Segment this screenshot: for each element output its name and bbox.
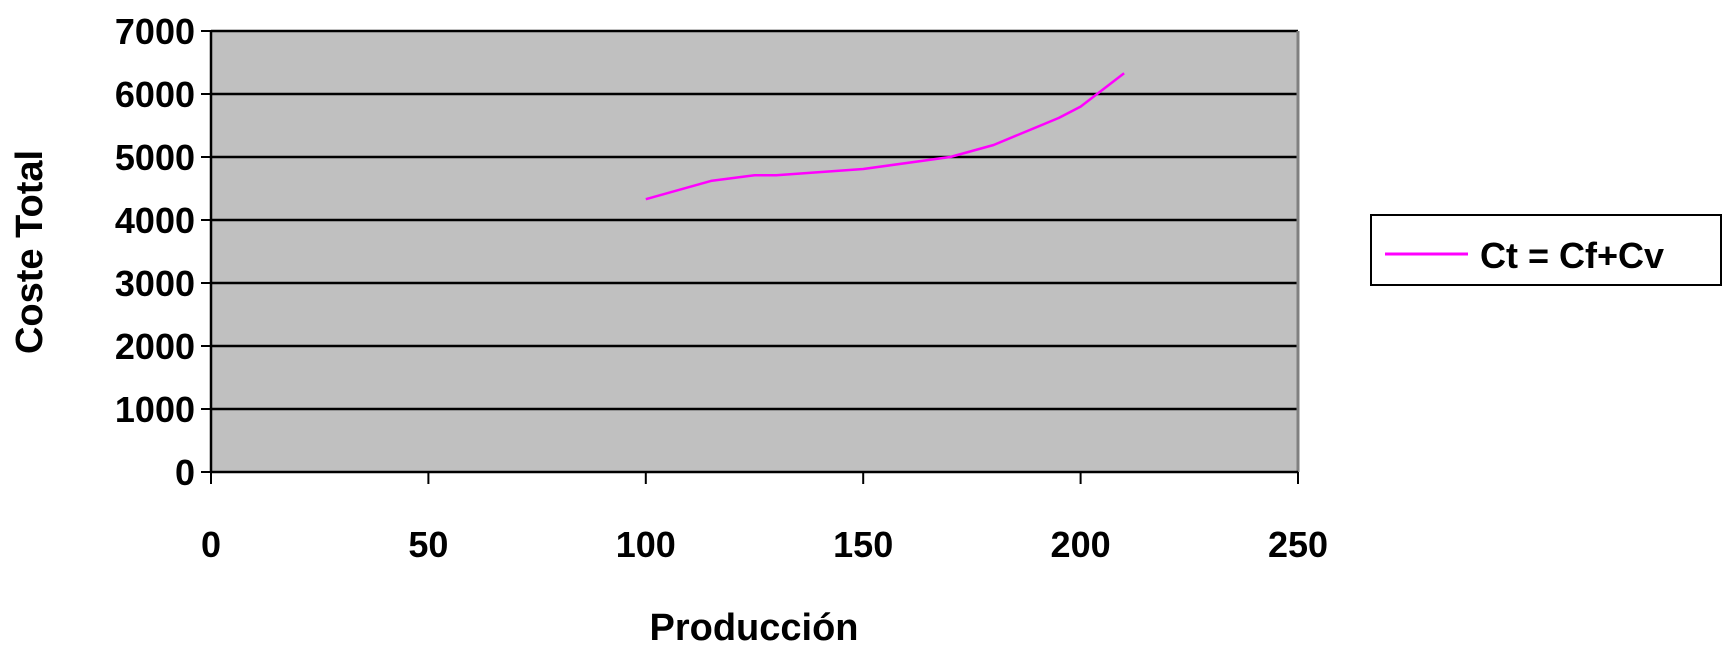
y-tick-label-1000: 1000 (115, 389, 195, 430)
series-lines (645, 72, 1125, 201)
y-tick-label-2000: 2000 (115, 326, 195, 367)
legend-label: Ct = Cf+Cv (1480, 235, 1664, 276)
x-tick-label-100: 100 (616, 524, 676, 565)
x-tick-label-50: 50 (408, 524, 448, 565)
x-tick-label-250: 250 (1268, 524, 1328, 565)
y-tick-label-4000: 4000 (115, 200, 195, 241)
series-line-0 (645, 72, 1125, 201)
plot-area (211, 31, 1298, 472)
axes (201, 30, 1300, 484)
x-axis-title: Producción (649, 607, 858, 649)
legend-box (1370, 214, 1722, 286)
x-tick-label-0: 0 (201, 524, 221, 565)
y-tick-label-5000: 5000 (115, 137, 195, 178)
y-tick-label-7000: 7000 (115, 11, 195, 52)
y-tick-label-3000: 3000 (115, 263, 195, 304)
y-tick-label-6000: 6000 (115, 74, 195, 115)
x-tick-labels: 0 50 100 150 200 250 (201, 524, 1328, 565)
y-axis-title: Coste Total (9, 150, 51, 354)
y-tick-label-0: 0 (175, 452, 195, 493)
x-tick-label-150: 150 (833, 524, 893, 565)
gridlines (211, 29, 1298, 411)
x-tick-label-200: 200 (1051, 524, 1111, 565)
legend: Ct = Cf+Cv (1370, 214, 1722, 286)
y-tick-labels: 0 1000 2000 3000 4000 5000 6000 7000 (115, 11, 195, 493)
